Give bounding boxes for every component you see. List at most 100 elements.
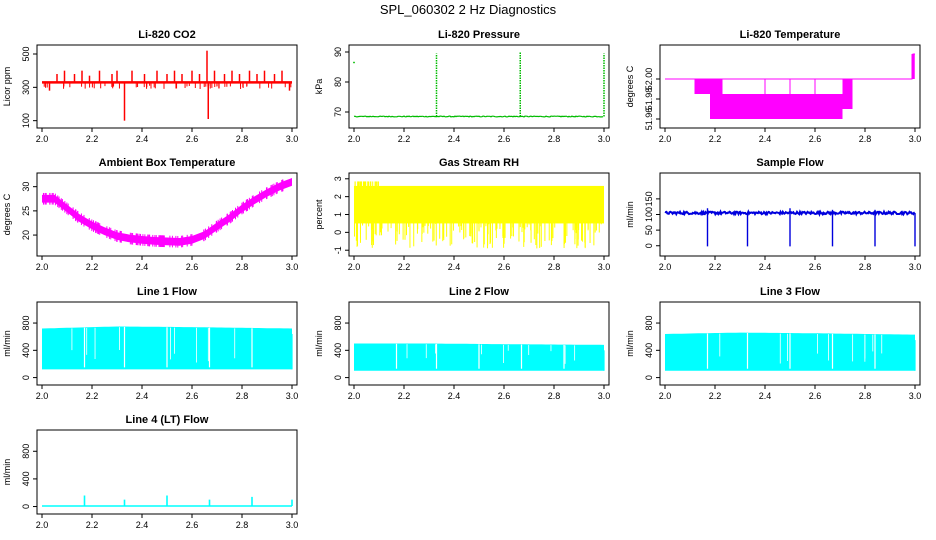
step-band (722, 94, 745, 119)
y-tick-label: 800 (21, 316, 31, 331)
series-temperature (665, 53, 915, 119)
y-tick-label: 800 (21, 444, 31, 459)
x-tick-label: 2.4 (448, 391, 461, 401)
panel-title: Sample Flow (756, 157, 824, 169)
x-tick-label: 2.8 (548, 134, 561, 144)
y-tick-label: 51.98 (644, 88, 654, 111)
y-tick-label: 400 (333, 343, 343, 358)
pressure-line (353, 115, 604, 118)
x-tick-label: 2.6 (809, 262, 822, 272)
x-tick-label: 3.0 (286, 520, 299, 530)
panel-title: Line 4 (LT) Flow (126, 414, 209, 426)
x-tick-label: 2.8 (859, 391, 872, 401)
x-tick-label: 3.0 (909, 262, 922, 272)
data-point (353, 61, 355, 64)
plot-frame (36, 429, 298, 515)
y-tick-label: 0 (644, 243, 654, 248)
y-tick-label: 50 (644, 225, 654, 235)
panel-rh: Gas Stream RH percent 2.0 2.2 2.4 2.6 2.8 3.0 -1… (314, 157, 610, 272)
y-axis-label: ml/min (625, 330, 635, 357)
y-tick-label: 100 (21, 113, 31, 128)
y-tick-label: 90 (333, 47, 343, 57)
x-tick-label: 2.2 (86, 262, 99, 272)
x-tick-label: 2.2 (86, 520, 99, 530)
x-tick-label: 2.4 (448, 262, 461, 272)
y-axis-label: ml/min (2, 330, 12, 357)
x-tick-label: 2.8 (548, 391, 561, 401)
x-tick-label: 2.6 (186, 520, 199, 530)
y-tick-label: 0 (21, 375, 31, 380)
x-tick-label: 2.2 (709, 134, 722, 144)
x-tick-label: 2.6 (498, 134, 511, 144)
plot-frame (36, 301, 298, 386)
x-tick-label: 2.8 (236, 520, 249, 530)
y-tick-label: 150 (644, 191, 654, 206)
x-tick-label: 2.6 (186, 391, 199, 401)
x-tick-label: 2.8 (236, 391, 249, 401)
x-tick-label: 2.0 (348, 391, 361, 401)
x-tick-label: 2.2 (398, 391, 411, 401)
x-tick-label: 2.4 (136, 520, 149, 530)
x-tick-label: 2.4 (136, 262, 149, 272)
y-tick-label: 400 (21, 343, 31, 358)
x-tick-label: 2.0 (348, 262, 361, 272)
y-axis-label: kPa (314, 79, 324, 95)
series-line4 (42, 495, 293, 507)
x-tick-label: 3.0 (286, 391, 299, 401)
x-tick-label: 2.4 (448, 134, 461, 144)
x-tick-label: 2.6 (498, 391, 511, 401)
y-axis-label: ml/min (2, 459, 12, 486)
plot-frame (348, 44, 610, 129)
step-band (695, 79, 710, 94)
series-pressure (353, 52, 605, 118)
x-tick-label: 2.2 (398, 262, 411, 272)
panel-title: Li-820 Pressure (438, 29, 520, 41)
x-tick-label: 2.0 (36, 391, 49, 401)
y-tick-label: 3 (333, 176, 343, 181)
y-tick-label: 52.00 (644, 68, 654, 91)
y-tick-label: 25 (21, 206, 31, 216)
x-tick-label: 2.6 (498, 262, 511, 272)
plot-frame (659, 44, 921, 129)
y-tick-label: 800 (644, 316, 654, 331)
y-tick-label: 400 (644, 343, 654, 358)
panel-co2: Li-820 CO2 Licor ppm 2.0 2.2 2.4 2.6 2.8 3.0 100… (2, 29, 298, 144)
x-tick-label: 3.0 (909, 391, 922, 401)
y-tick-label: 0 (21, 504, 31, 509)
y-tick-label: 500 (21, 46, 31, 61)
series-sample (664, 208, 916, 247)
x-tick-label: 2.0 (36, 134, 49, 144)
x-tick-label: 2.6 (809, 391, 822, 401)
series-rh (353, 181, 604, 249)
plot-frame (659, 301, 921, 386)
panel-title: Gas Stream RH (439, 157, 519, 169)
x-tick-label: 2.2 (398, 134, 411, 144)
step-band (710, 79, 723, 119)
series-line2 (354, 343, 605, 371)
x-tick-label: 3.0 (598, 391, 611, 401)
ambient-band (42, 178, 292, 246)
x-tick-label: 2.2 (86, 391, 99, 401)
step-band (745, 94, 843, 119)
x-tick-label: 2.8 (859, 262, 872, 272)
x-tick-label: 2.8 (236, 262, 249, 272)
panel-pressure: Li-820 Pressure kPa 2.0 2.2 2.4 2.6 2.8 3.0 70 80… (314, 29, 610, 144)
x-tick-label: 2.6 (186, 134, 199, 144)
page-title: SPL_060302 2 Hz Diagnostics (379, 2, 557, 17)
y-axis-label: ml/min (625, 201, 635, 228)
y-axis-label: percent (314, 199, 324, 230)
y-tick-label: 1 (333, 212, 343, 217)
y-tick-label: 0 (333, 375, 343, 380)
y-axis-label: degrees C (2, 193, 12, 235)
y-tick-label: 2 (333, 194, 343, 199)
panel-title: Li-820 Temperature (740, 29, 841, 41)
y-tick-label: 80 (333, 77, 343, 87)
y-tick-label: 400 (21, 471, 31, 486)
x-tick-label: 2.0 (348, 134, 361, 144)
panel-ambient: Ambient Box Temperature degrees C 2.0 2.2 2.… (2, 157, 298, 272)
x-tick-label: 3.0 (598, 134, 611, 144)
y-tick-label: 100 (644, 207, 654, 222)
x-tick-label: 2.4 (759, 391, 772, 401)
panel-temperature: Li-820 Temperature degrees C 2.0 2.2 2.4 2.6 2… (625, 29, 921, 144)
